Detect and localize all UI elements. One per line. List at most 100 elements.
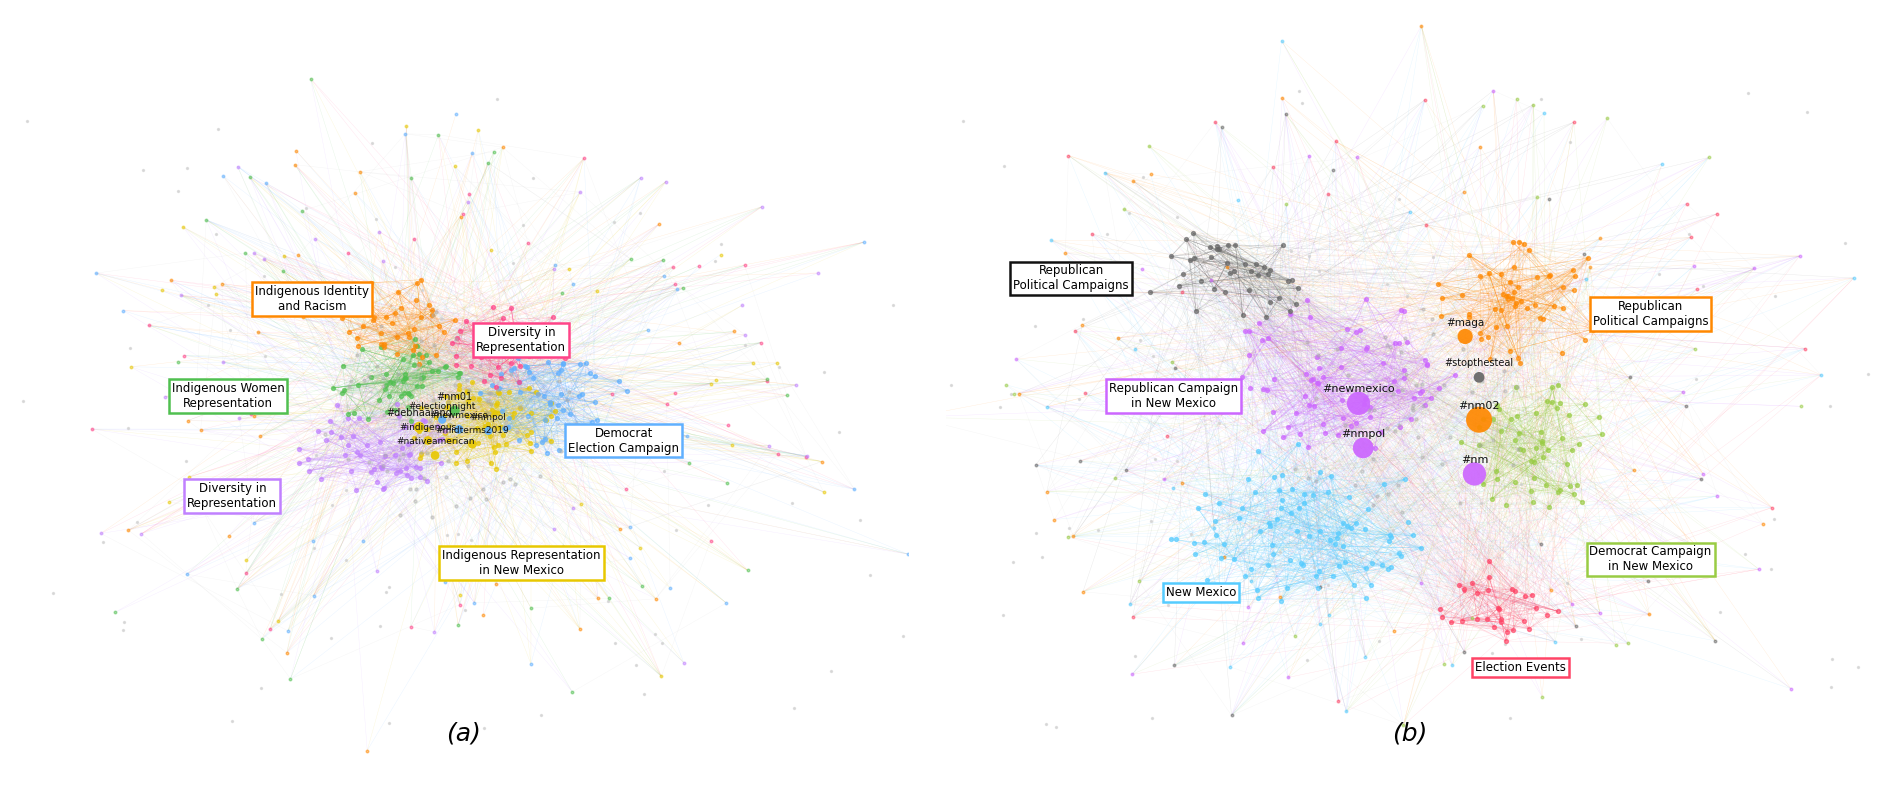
Point [1445, 436, 1476, 448]
Point [1302, 570, 1332, 583]
Point [1243, 445, 1273, 458]
Point [452, 410, 482, 423]
Point [348, 373, 378, 386]
Point [318, 381, 348, 394]
Point [547, 286, 577, 299]
Point [356, 370, 386, 383]
Point [431, 400, 462, 413]
Point [522, 387, 552, 400]
Point [452, 394, 482, 407]
Point [471, 492, 501, 505]
Point [1391, 368, 1421, 381]
Point [520, 438, 551, 451]
Point [333, 407, 363, 420]
Point [412, 447, 443, 460]
Point [1570, 333, 1601, 346]
Point [1116, 667, 1147, 680]
Point [569, 152, 600, 165]
Point [465, 344, 496, 357]
Point [1375, 561, 1406, 574]
Point [1294, 310, 1324, 323]
Point [545, 364, 575, 377]
Point [108, 304, 138, 317]
Point [1576, 261, 1606, 274]
Point [1254, 263, 1285, 276]
Point [1498, 260, 1529, 273]
Point [581, 284, 611, 297]
Point [467, 319, 498, 332]
Point [1292, 336, 1323, 349]
Point [339, 406, 369, 419]
Point [431, 471, 462, 484]
Point [1374, 487, 1404, 500]
Point [1358, 403, 1389, 416]
Point [1351, 292, 1381, 305]
Point [711, 596, 742, 609]
Point [1162, 455, 1192, 468]
Point [751, 372, 781, 385]
Point [1067, 585, 1097, 598]
Point [526, 709, 556, 722]
Point [1304, 362, 1334, 375]
Point [1408, 451, 1438, 464]
Point [532, 414, 562, 427]
Point [1563, 478, 1593, 491]
Point [155, 274, 185, 287]
Point [1332, 368, 1362, 381]
Point [439, 314, 469, 326]
Point [1671, 197, 1701, 210]
Point [390, 367, 420, 380]
Point [424, 319, 454, 332]
Point [1326, 341, 1357, 354]
Point [554, 262, 585, 275]
Point [1686, 473, 1716, 486]
Point [1391, 331, 1421, 344]
Point [1680, 342, 1710, 355]
Point [986, 401, 1016, 414]
Point [375, 376, 405, 389]
Point [1385, 346, 1415, 359]
Point [1500, 475, 1531, 488]
Point [445, 324, 475, 337]
Point [762, 356, 793, 369]
Point [1387, 549, 1417, 562]
Point [395, 415, 426, 427]
Point [1447, 343, 1478, 356]
Point [1493, 625, 1523, 638]
Point [1239, 486, 1270, 499]
Point [1398, 398, 1428, 411]
Point [1305, 524, 1336, 537]
Point [575, 367, 605, 380]
Point [1090, 166, 1120, 179]
Point [114, 524, 144, 537]
Point [1472, 330, 1502, 343]
Point [365, 340, 395, 353]
Point [465, 386, 496, 399]
Point [1506, 442, 1536, 455]
Point [479, 145, 509, 158]
Point [1283, 282, 1313, 295]
Point [403, 276, 433, 289]
Point [1200, 522, 1230, 535]
Point [577, 415, 607, 428]
Point [1317, 569, 1347, 582]
Point [1417, 327, 1447, 340]
Point [441, 107, 471, 120]
Text: Diversity in
Representation: Diversity in Representation [477, 326, 566, 354]
Point [1120, 343, 1150, 356]
Point [367, 338, 397, 351]
Point [571, 356, 602, 369]
Point [327, 311, 358, 324]
Point [443, 528, 473, 541]
Point [730, 339, 761, 351]
Point [1514, 243, 1544, 256]
Point [1393, 289, 1423, 302]
Point [1500, 434, 1531, 447]
Point [509, 360, 539, 372]
Point [1527, 92, 1557, 105]
Point [1152, 599, 1182, 612]
Point [163, 356, 193, 368]
Point [1279, 629, 1309, 642]
Point [1538, 300, 1568, 313]
Point [1294, 441, 1324, 454]
